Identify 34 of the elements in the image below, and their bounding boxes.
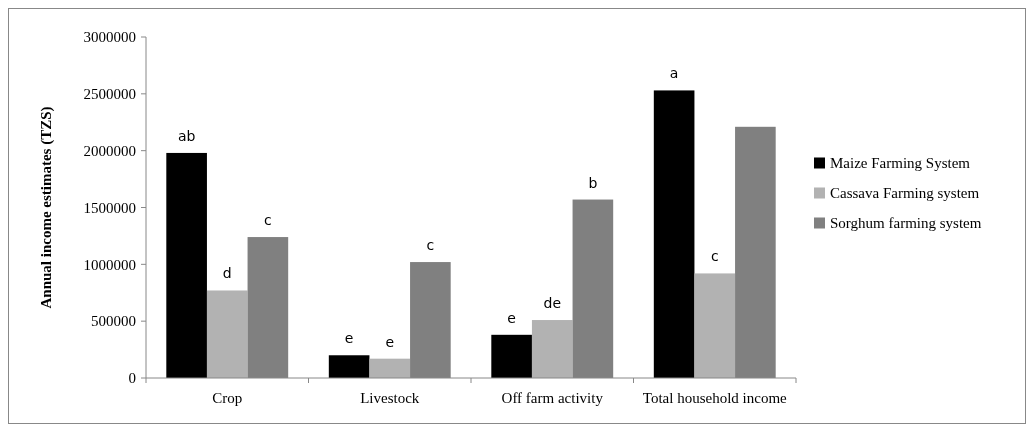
- data-label: e: [344, 330, 354, 347]
- data-label: e: [385, 333, 395, 350]
- y-tick-label: 1000000: [83, 256, 136, 273]
- data-label: a: [669, 65, 679, 82]
- bar: [328, 355, 370, 378]
- y-tick-label: 3000000: [83, 29, 136, 46]
- y-tick-label: 500000: [91, 313, 136, 330]
- x-tick-label: Crop: [212, 390, 243, 406]
- data-label: de: [543, 295, 561, 312]
- y-tick-label: 2000000: [83, 142, 136, 159]
- data-label: b: [588, 174, 598, 191]
- y-tick-label: 0: [128, 370, 136, 387]
- y-axis-title: Annual income estimates (TZS): [38, 106, 55, 309]
- bar: [531, 320, 573, 378]
- data-label: c: [710, 248, 719, 265]
- bar: [166, 152, 207, 378]
- x-tick-label: Livestock: [360, 390, 420, 406]
- data-label: c: [264, 212, 272, 229]
- data-label: c: [426, 237, 435, 254]
- bar: [491, 334, 532, 378]
- bar: [694, 273, 736, 378]
- legend-label: Maize Farming System: [830, 154, 971, 171]
- bar: [653, 90, 695, 378]
- x-tick-label: Off farm activity: [501, 390, 604, 406]
- x-tick-label: Total household income: [642, 390, 788, 406]
- data-label: ab: [177, 127, 196, 144]
- legend-label: Sorghum farming system: [830, 214, 982, 231]
- y-tick-label: 1500000: [83, 199, 136, 216]
- legend-label: Cassava Farming system: [830, 184, 980, 201]
- bar: [206, 290, 248, 378]
- data-label: d: [222, 265, 232, 282]
- bar: [369, 358, 411, 378]
- y-tick-label: 2500000: [83, 86, 136, 103]
- data-label: e: [507, 309, 516, 326]
